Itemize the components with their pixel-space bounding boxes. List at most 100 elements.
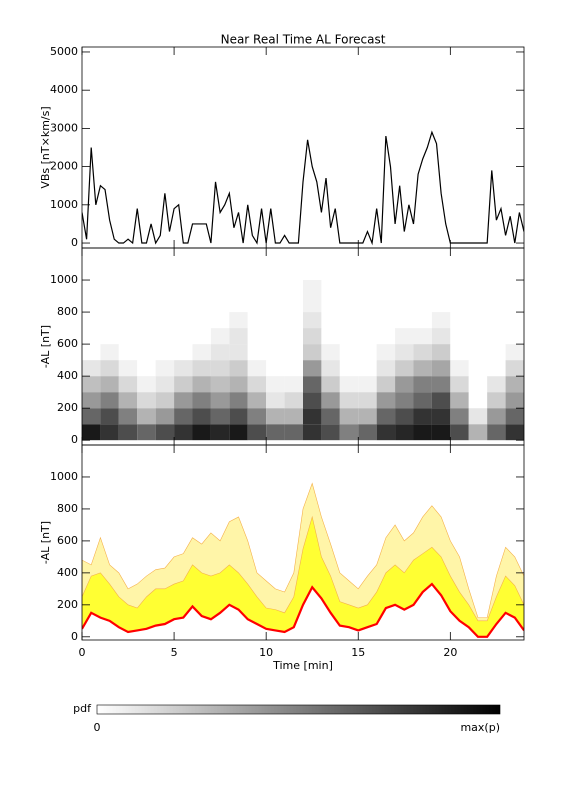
heat-cell <box>210 312 230 329</box>
heat-cell <box>413 296 432 313</box>
heat-cell <box>376 280 396 297</box>
heat-cell <box>321 392 340 409</box>
heat-cell <box>192 312 211 329</box>
heat-cell <box>468 408 488 425</box>
heat-cell <box>82 376 101 393</box>
heat-cell <box>303 408 322 425</box>
heat-cell <box>321 408 340 425</box>
heat-cell <box>192 376 211 393</box>
heat-cell <box>358 424 377 441</box>
heat-cell <box>210 344 230 361</box>
heat-cell <box>395 408 414 425</box>
y-tick-label: 3000 <box>50 121 78 134</box>
heat-cell <box>266 408 285 425</box>
heat-cell <box>505 408 524 425</box>
heat-cell <box>266 296 285 313</box>
heat-cell <box>505 360 524 377</box>
heat-cell <box>303 328 322 345</box>
colorbar <box>96 704 501 715</box>
heat-cell <box>468 280 488 297</box>
heat-cell <box>174 392 193 409</box>
heat-cell <box>247 360 267 377</box>
heat-cell <box>192 392 211 409</box>
heat-cell <box>431 312 451 329</box>
heat-cell <box>229 344 248 361</box>
heat-cell <box>229 328 248 345</box>
x-tick-label: 15 <box>351 646 365 659</box>
heat-cell <box>137 312 156 329</box>
y-tick-label: 0 <box>71 630 78 643</box>
y-tick-label: 5000 <box>50 45 78 58</box>
heat-cell <box>247 296 267 313</box>
heat-cell <box>395 360 414 377</box>
heat-cell <box>339 360 359 377</box>
heat-cell <box>100 376 119 393</box>
heat-cell <box>487 296 506 313</box>
heat-cell <box>376 360 396 377</box>
heat-cell <box>192 280 211 297</box>
heat-cell <box>505 344 524 361</box>
heat-cell <box>266 360 285 377</box>
heat-cell <box>284 360 303 377</box>
heat-cell <box>100 408 119 425</box>
colorbar-min: 0 <box>94 721 101 734</box>
heat-cell <box>266 328 285 345</box>
heat-cell <box>358 360 377 377</box>
heat-cell <box>376 296 396 313</box>
x-tick-label: 20 <box>443 646 457 659</box>
heat-cell <box>450 392 469 409</box>
heat-cell <box>155 392 175 409</box>
heat-cell <box>174 424 193 441</box>
heat-cell <box>505 312 524 329</box>
heat-cell <box>284 376 303 393</box>
heat-cell <box>450 280 469 297</box>
heat-cell <box>468 376 488 393</box>
heat-cell <box>118 360 138 377</box>
heat-cell <box>155 360 175 377</box>
y-axis-label: VBs [nT×km/s] <box>39 106 52 188</box>
heat-cell <box>321 328 340 345</box>
heat-cell <box>100 296 119 313</box>
heat-cell <box>358 296 377 313</box>
heat-cell <box>321 344 340 361</box>
chart-title: Near Real Time AL Forecast <box>221 33 386 47</box>
heat-cell <box>266 424 285 441</box>
y-tick-label: 1000 <box>50 273 78 286</box>
heat-cell <box>229 424 248 441</box>
heat-cell <box>155 280 175 297</box>
colorbar-max: max(p) <box>460 721 500 734</box>
heat-cell <box>229 408 248 425</box>
heat-cell <box>376 344 396 361</box>
heat-cell <box>431 328 451 345</box>
heat-cell <box>174 408 193 425</box>
heat-cell <box>376 424 396 441</box>
heat-cell <box>82 408 101 425</box>
heat-cell <box>229 360 248 377</box>
heat-cell <box>376 408 396 425</box>
heat-cell <box>431 392 451 409</box>
heat-cell <box>505 376 524 393</box>
heat-cell <box>468 360 488 377</box>
heat-cell <box>192 296 211 313</box>
heat-cell <box>468 344 488 361</box>
y-tick-label: 1000 <box>50 470 78 483</box>
heat-cell <box>450 296 469 313</box>
heat-cell <box>487 424 506 441</box>
heat-cell <box>413 360 432 377</box>
heat-cell <box>100 344 119 361</box>
heat-cell <box>376 392 396 409</box>
heat-cell <box>247 392 267 409</box>
heat-cell <box>431 424 451 441</box>
heat-cell <box>284 328 303 345</box>
heat-cell <box>413 392 432 409</box>
heat-cell <box>118 296 138 313</box>
heat-cell <box>468 424 488 441</box>
y-tick-label: 0 <box>71 433 78 446</box>
heat-cell <box>82 328 101 345</box>
heat-cell <box>487 360 506 377</box>
plot-frame <box>81 444 525 641</box>
y-tick-label: 2000 <box>50 160 78 173</box>
heat-cell <box>266 392 285 409</box>
heat-cell <box>192 408 211 425</box>
